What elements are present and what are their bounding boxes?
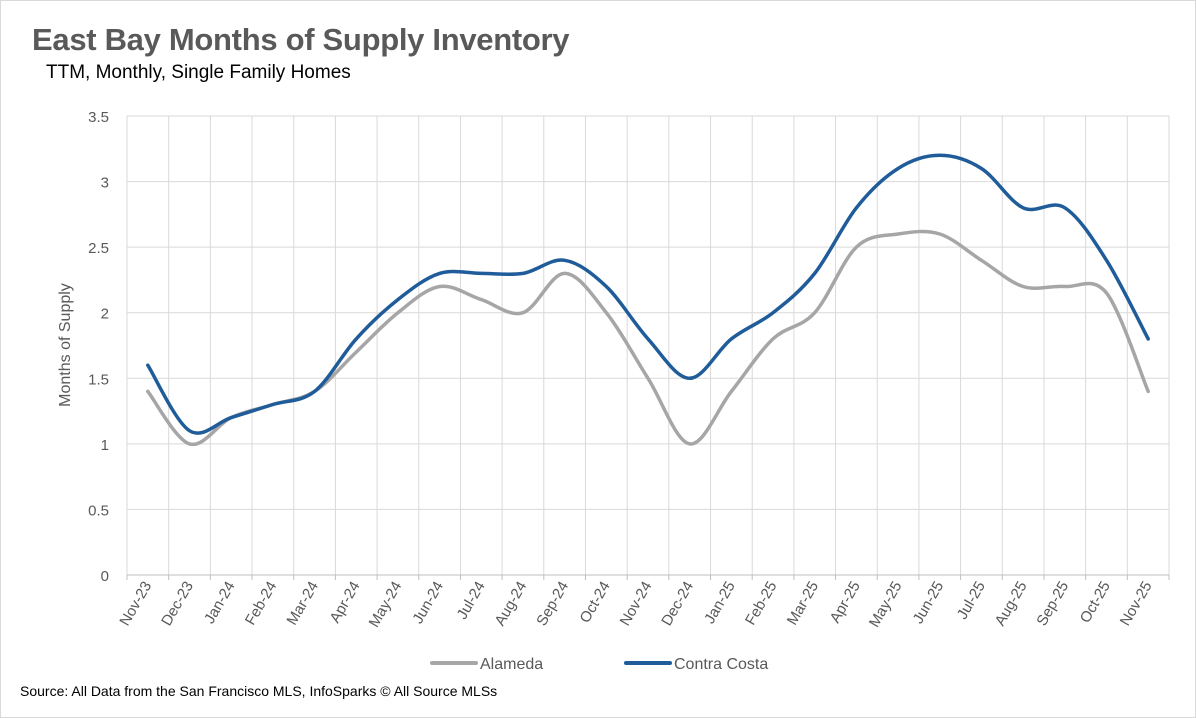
- x-axis: [126, 574, 1170, 580]
- y-axis-ticks: 0 0.5 1 1.5 2 2.5 3 3.5: [88, 109, 109, 585]
- legend-label-contra-costa: Contra Costa: [674, 656, 768, 673]
- series-lines: [146, 153, 1150, 447]
- x-tick-label: Feb-24: [242, 579, 280, 629]
- gridlines: [126, 115, 1170, 575]
- x-axis-ticks: Nov-23 Dec-23 Jan-24 Feb-24 Mar-24 Apr-24 May-…: [116, 578, 1155, 630]
- x-tick-label: Jan-24: [201, 579, 239, 627]
- y-tick-label: 3: [101, 175, 109, 192]
- x-tick-label: Jun-25: [910, 579, 948, 627]
- x-tick-label: Nov-25: [1117, 579, 1156, 629]
- y-tick-label: 0.5: [88, 502, 109, 519]
- x-tick-label: May-25: [866, 579, 906, 631]
- chart-subtitle: TTM, Monthly, Single Family Homes: [46, 62, 351, 83]
- y-tick-label: 1.5: [88, 371, 109, 388]
- x-tick-label: Nov-24: [617, 579, 656, 629]
- x-tick-label: Jul-25: [954, 578, 989, 622]
- x-tick-label: Apr-24: [326, 579, 363, 626]
- legend: Alameda Contra Costa: [430, 656, 768, 673]
- x-tick-label: Jan-25: [701, 579, 739, 627]
- x-tick-label: Sep-25: [1033, 579, 1072, 629]
- x-tick-label: May-24: [366, 579, 406, 631]
- chart-title: East Bay Months of Supply Inventory: [32, 22, 570, 57]
- x-tick-label: Oct-25: [1077, 579, 1114, 626]
- x-tick-label: Mar-25: [784, 579, 822, 629]
- y-tick-label: 2.5: [88, 240, 109, 257]
- x-tick-label: Feb-25: [742, 579, 780, 629]
- x-tick-label: Mar-24: [284, 579, 322, 629]
- legend-label-alameda: Alameda: [480, 656, 543, 673]
- x-tick-label: Jul-24: [454, 579, 489, 623]
- x-tick-label: Nov-23: [116, 579, 155, 629]
- x-tick-label: Oct-24: [577, 579, 614, 626]
- y-tick-label: 0: [101, 568, 109, 585]
- y-tick-label: 2: [101, 306, 109, 323]
- x-tick-label: Aug-24: [492, 579, 531, 629]
- x-tick-label: Sep-24: [533, 579, 572, 629]
- x-tick-label: Dec-24: [658, 579, 697, 629]
- y-axis-label: Months of Supply: [57, 283, 74, 407]
- x-tick-label: Dec-23: [158, 579, 197, 629]
- y-tick-label: 3.5: [88, 109, 109, 126]
- x-tick-label: Apr-25: [827, 579, 864, 626]
- y-tick-label: 1: [101, 437, 109, 454]
- series-line-contra-costa: [146, 153, 1150, 435]
- x-tick-label: Aug-25: [992, 579, 1031, 629]
- x-tick-label: Jun-24: [409, 579, 447, 627]
- source-note: Source: All Data from the San Francisco …: [20, 683, 498, 699]
